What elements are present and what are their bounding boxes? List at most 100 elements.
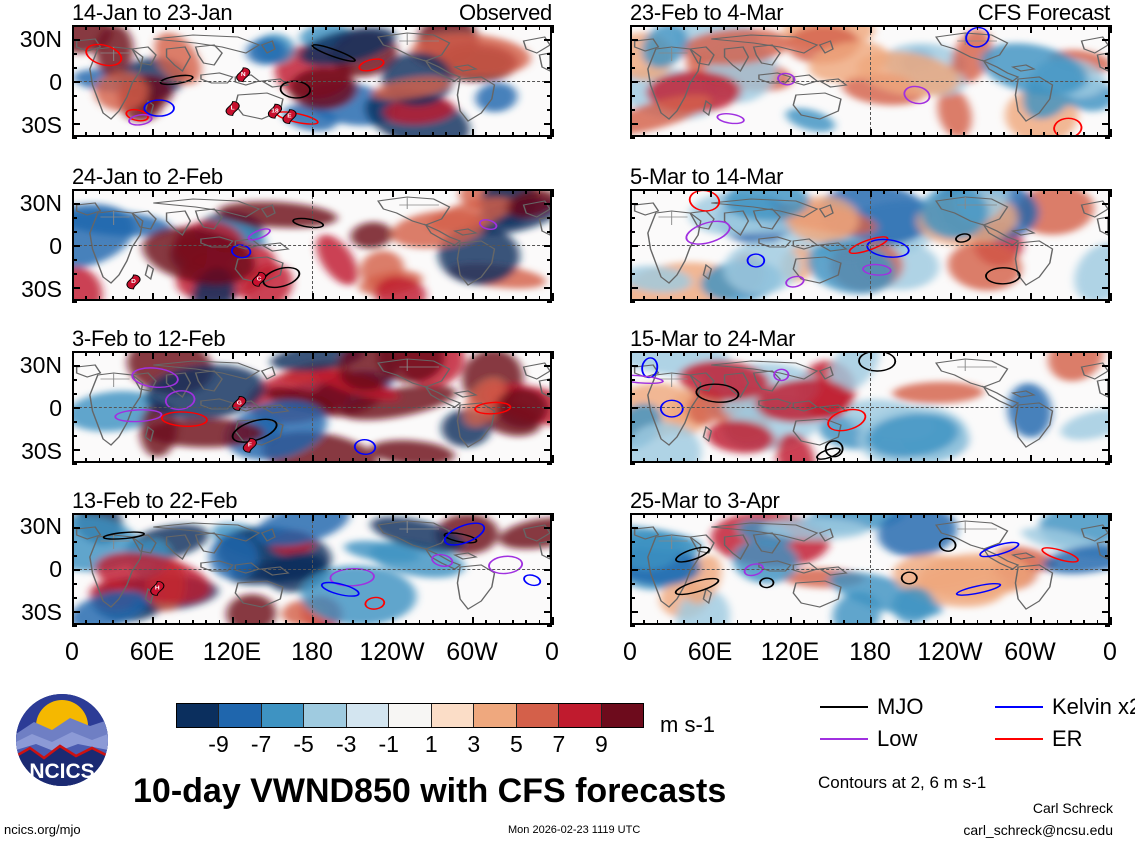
axis-tick — [683, 620, 685, 625]
axis-tick — [830, 620, 832, 625]
axis-tick — [152, 189, 154, 197]
axis-tick — [152, 351, 154, 359]
axis-tick — [630, 421, 635, 423]
axis-tick — [656, 351, 659, 356]
axis-tick — [976, 351, 979, 356]
axis-tick — [352, 132, 354, 137]
axis-tick — [72, 245, 80, 247]
axis-tick — [325, 296, 327, 301]
axis-tick — [763, 189, 765, 194]
axis-tick — [1105, 351, 1110, 353]
axis-tick — [870, 189, 872, 197]
column-header-right: CFS Forecast — [977, 0, 1110, 25]
axis-tick — [552, 617, 554, 625]
axis-tick — [803, 25, 805, 30]
axis-tick — [165, 351, 167, 356]
axis-tick — [258, 513, 261, 518]
axis-tick — [72, 435, 77, 437]
axis-tick — [547, 95, 552, 97]
axis-tick — [630, 137, 635, 139]
axis-tick — [976, 25, 979, 30]
ylabel-r4-30n: 30N — [19, 513, 62, 539]
axis-tick — [950, 513, 952, 521]
ylabel-r2-30s: 30S — [21, 276, 62, 302]
colorbar-tick-9: 9 — [595, 731, 608, 757]
axis-tick — [72, 67, 77, 69]
axis-tick — [547, 189, 552, 191]
map-panel-right-3: 15-Mar to 24-Mar — [630, 326, 1112, 465]
axis-tick — [790, 351, 792, 359]
axis-tick — [1105, 137, 1110, 139]
axis-tick — [245, 132, 247, 137]
axis-tick — [856, 296, 859, 301]
axis-tick — [963, 620, 965, 625]
axis-tick — [352, 458, 354, 463]
axis-tick — [870, 25, 872, 33]
axis-tick — [192, 620, 194, 625]
axis-tick — [1070, 296, 1072, 301]
axis-tick — [816, 513, 819, 518]
axis-tick — [776, 458, 779, 463]
panel-title-left-1: 14-Jan to 23-Jan — [72, 0, 233, 25]
axis-tick — [1003, 620, 1005, 625]
axis-tick — [547, 393, 552, 395]
axis-tick — [923, 25, 925, 30]
footer-email[interactable]: carl_schreck@ncsu.edu — [963, 822, 1113, 838]
axis-tick — [696, 458, 699, 463]
axis-tick — [630, 67, 635, 69]
axis-tick — [736, 620, 739, 625]
axis-tick — [152, 513, 154, 521]
dateline-line — [312, 353, 313, 461]
axis-tick — [843, 132, 845, 137]
axis-tick — [218, 458, 221, 463]
axis-tick — [72, 189, 74, 197]
axis-tick — [338, 189, 341, 194]
axis-tick — [776, 620, 779, 625]
axis-tick — [165, 296, 167, 301]
legend-label-er: ER — [1052, 726, 1083, 751]
axis-tick — [112, 458, 114, 463]
footer-website[interactable]: ncics.org/mjo — [4, 822, 81, 837]
axis-tick — [1102, 123, 1110, 125]
axis-tick — [72, 421, 77, 423]
axis-tick — [547, 583, 552, 585]
axis-tick — [1056, 25, 1059, 30]
axis-tick — [552, 293, 554, 301]
axis-tick — [843, 296, 845, 301]
axis-tick — [125, 132, 127, 137]
axis-tick — [218, 132, 221, 137]
axis-tick — [1083, 458, 1085, 463]
axis-tick — [85, 132, 87, 137]
axis-tick — [990, 620, 992, 625]
axis-tick — [152, 129, 154, 137]
axis-tick — [763, 458, 765, 463]
axis-tick — [750, 25, 752, 30]
axis-tick — [285, 296, 287, 301]
axis-tick — [458, 132, 461, 137]
axis-tick — [98, 25, 101, 30]
axis-tick — [552, 25, 554, 33]
axis-tick — [630, 301, 635, 303]
axis-tick — [485, 189, 487, 194]
axis-tick — [538, 189, 541, 194]
axis-tick — [152, 455, 154, 463]
axis-tick — [405, 620, 407, 625]
axis-tick — [910, 132, 912, 137]
axis-tick — [1105, 583, 1110, 585]
axis-tick — [1056, 296, 1059, 301]
axis-tick — [1003, 296, 1005, 301]
axis-tick — [950, 25, 952, 33]
axis-tick — [696, 296, 699, 301]
axis-tick — [352, 351, 354, 356]
axis-tick — [138, 132, 141, 137]
axis-tick — [498, 25, 501, 30]
map-panel-left-4: 13-Feb to 22-Feb H — [72, 488, 554, 627]
axis-tick — [547, 435, 552, 437]
axis-tick — [392, 25, 394, 33]
colorbar-tick-4: -1 — [378, 731, 399, 757]
axis-tick — [710, 351, 712, 359]
axis-tick — [125, 620, 127, 625]
axis-tick — [896, 132, 899, 137]
axis-tick — [1070, 25, 1072, 30]
axis-tick — [72, 109, 77, 111]
